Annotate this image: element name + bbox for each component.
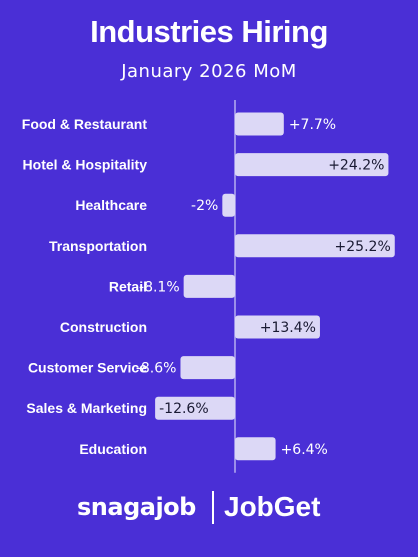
category-label: Education (79, 441, 147, 457)
chart-subtitle: January 2026 MoM (121, 61, 297, 82)
category-label: Construction (60, 319, 147, 335)
bar (155, 396, 235, 420)
category-label: Retail (109, 278, 147, 294)
bar (235, 112, 284, 136)
chart-title: Industries Hiring (90, 14, 328, 49)
bar-chart: Food & Restaurant +7.7% Hotel & Hospitalit… (22, 100, 395, 473)
category-label: Transportation (49, 238, 147, 254)
bar (235, 234, 395, 258)
bar (235, 437, 276, 461)
category-label: Sales & Marketing (26, 400, 147, 416)
data-label: +24.2% (328, 158, 384, 174)
bar (222, 193, 235, 217)
data-label: -8.6% (136, 361, 177, 377)
data-label: +6.4% (281, 442, 328, 458)
brand-divider (212, 491, 214, 524)
bar (235, 315, 320, 339)
data-label: +25.2% (335, 239, 391, 255)
footer-brands: snagajob JobGet (0, 488, 418, 528)
data-label: -12.6% (159, 401, 209, 417)
jobget-logo: JobGet (224, 491, 321, 522)
bar (180, 356, 235, 380)
category-label: Food & Restaurant (22, 116, 148, 132)
data-label: -2% (191, 198, 218, 214)
data-label: +7.7% (289, 117, 336, 133)
bar (235, 153, 389, 177)
category-label: Customer Service (28, 360, 147, 376)
category-label: Healthcare (75, 197, 147, 213)
bar (183, 274, 235, 298)
category-label: Hotel & Hospitality (23, 157, 148, 173)
snagajob-logo: snagajob (77, 493, 196, 521)
data-label: +13.4% (260, 320, 316, 336)
data-label: -8.1% (139, 279, 180, 295)
